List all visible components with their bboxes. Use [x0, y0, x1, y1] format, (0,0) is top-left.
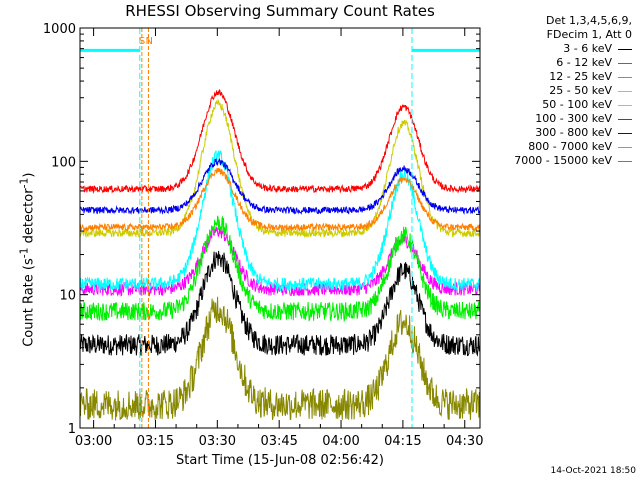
legend-swatch-3: [618, 90, 632, 92]
legend-label-0: 3 - 6 keV: [563, 42, 612, 55]
legend-label-4: 50 - 100 keV: [542, 98, 612, 111]
y-tick-label-0: 1: [68, 422, 76, 437]
legend-item-2: 12 - 25 keV: [486, 70, 636, 84]
legend-item-0: 3 - 6 keV: [486, 42, 636, 56]
series-line-0: [79, 250, 481, 357]
y-axis-label-sup1: -1: [17, 247, 31, 259]
legend-item-4: 50 - 100 keV: [486, 98, 636, 112]
y-tick-label-2: 100: [51, 155, 76, 170]
legend-label-3: 25 - 50 keV: [549, 84, 612, 97]
axis-ticks: 03:00 03:15 03:30 03:45 04:00 04:15 04:30 1 10 10…: [43, 22, 484, 449]
legend-item-3: 25 - 50 keV: [486, 84, 636, 98]
legend-item-6: 300 - 800 keV: [486, 126, 636, 140]
legend-label-1: 6 - 12 keV: [556, 56, 612, 69]
legend-header-line-1: Det 1,3,4,5,6,9,: [545, 14, 632, 27]
y-axis-label-main: Count Rate (s: [21, 258, 37, 347]
series-line-7: [79, 167, 481, 233]
legend-swatch-4: [618, 104, 632, 106]
y-tick-label-1: 10: [59, 289, 76, 304]
x-tick-label-6: 04:30: [446, 434, 483, 449]
y-axis-label-mid: detector: [21, 188, 37, 248]
x-axis-label: Start Time (15-Jun-08 02:56:42): [176, 453, 384, 468]
timestamp: 14-Oct-2021 18:50: [550, 466, 636, 476]
legend-item-1: 6 - 12 keV: [486, 56, 636, 70]
x-tick-label-5: 04:15: [384, 434, 421, 449]
legend-item-7: 800 - 7000 keV: [486, 140, 636, 154]
legend-label-5: 100 - 300 keV: [535, 112, 612, 125]
legend-swatch-7: [618, 146, 632, 148]
legend-rows: 3 - 6 keV 6 - 12 keV 12 - 25 keV 25 - 50 ke…: [486, 42, 636, 168]
legend-item-8: 7000 - 15000 keV: [486, 154, 636, 168]
legend: Det 1,3,4,5,6,9, FDecim 1, Att 0 3 - 6 k…: [486, 14, 636, 168]
x-tick-label-4: 04:00: [322, 434, 359, 449]
series-line-2: [79, 215, 481, 323]
series-line-6: [79, 158, 480, 216]
legend-label-6: 300 - 800 keV: [535, 126, 612, 139]
x-tick-label-3: 03:45: [260, 434, 297, 449]
y-axis-label-end: ): [21, 172, 37, 178]
x-tick-label-1: 03:15: [137, 434, 174, 449]
series-group: [79, 89, 481, 421]
y-tick-label-3: 1000: [43, 22, 76, 37]
legend-item-5: 100 - 300 keV: [486, 112, 636, 126]
marker-label-0: S: [139, 36, 145, 47]
legend-swatch-5: [618, 118, 632, 120]
x-tick-label-2: 03:30: [199, 434, 236, 449]
legend-label-2: 12 - 25 keV: [549, 70, 612, 83]
plot-frame: [79, 27, 481, 429]
legend-label-8: 7000 - 15000 keV: [514, 154, 612, 167]
series-line-3: [79, 150, 481, 292]
series-line-4: [79, 98, 481, 239]
legend-swatch-0: [618, 48, 632, 50]
legend-swatch-8: [618, 160, 632, 162]
y-axis-label-sup2: -1: [17, 177, 31, 189]
legend-header-line-2: FDecim 1, Att 0: [546, 28, 632, 41]
legend-swatch-6: [618, 132, 632, 134]
y-axis-label: Count Rate (s-1 detector-1): [17, 145, 36, 375]
series-line-8: [79, 296, 481, 421]
chart-title: RHESSI Observing Summary Count Rates: [125, 2, 435, 20]
legend-label-7: 800 - 7000 keV: [528, 140, 612, 153]
marker-label-1: N: [145, 36, 152, 47]
x-tick-label-0: 03:00: [75, 434, 112, 449]
legend-swatch-2: [618, 76, 632, 78]
series-line-5: [79, 89, 481, 195]
legend-swatch-1: [618, 62, 632, 64]
